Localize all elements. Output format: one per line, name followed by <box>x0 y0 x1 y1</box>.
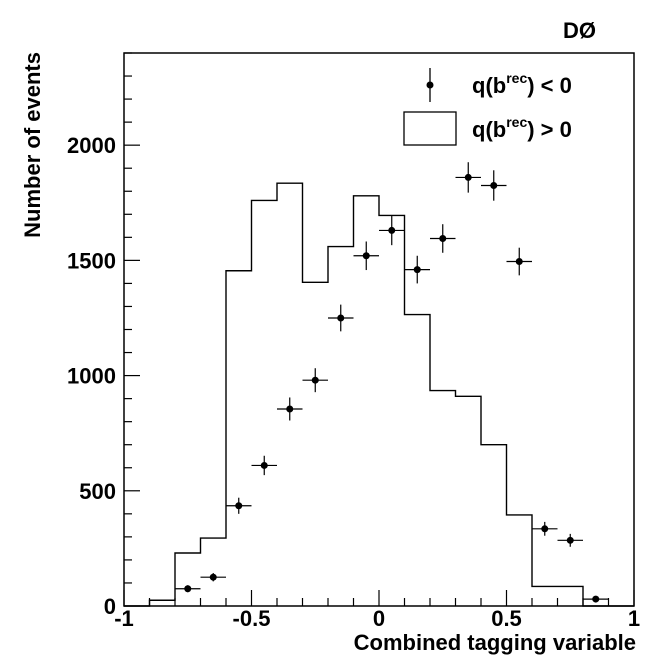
data-point-marker <box>541 525 549 533</box>
data-point-marker <box>260 461 268 469</box>
y-axis-title: Number of events <box>20 52 45 238</box>
x-tick-label: -1 <box>114 606 134 631</box>
data-point-marker <box>184 585 192 593</box>
data-point-marker <box>413 266 421 274</box>
data-point <box>277 397 303 421</box>
data-point <box>353 241 379 271</box>
data-point-marker <box>464 173 472 181</box>
data-point-marker <box>439 234 447 242</box>
legend-label-points: q(brec) < 0 <box>472 70 572 98</box>
data-point <box>226 497 252 514</box>
data-point <box>430 224 456 253</box>
y-tick-label: 2000 <box>67 133 116 158</box>
y-tick-label: 500 <box>79 479 116 504</box>
x-axis-title: Combined tagging variable <box>354 630 636 655</box>
x-tick-label: 1 <box>628 606 640 631</box>
data-point <box>328 304 354 332</box>
data-point-marker <box>311 376 319 384</box>
data-point <box>302 368 328 393</box>
data-point-marker <box>209 573 217 581</box>
data-point <box>583 595 609 603</box>
legend-histogram-swatch <box>403 111 457 146</box>
experiment-label: DØ <box>563 18 596 43</box>
data-point-marker <box>490 181 498 189</box>
y-tick-label: 1500 <box>67 248 116 273</box>
data-point-marker <box>515 258 523 266</box>
data-point <box>404 255 430 284</box>
data-point <box>506 247 532 276</box>
data-point-marker <box>235 502 243 510</box>
x-tick-label: -0.5 <box>233 606 271 631</box>
x-tick-label: 0.5 <box>491 606 522 631</box>
histogram-step-line <box>124 182 634 607</box>
data-point <box>251 455 277 476</box>
y-tick-label: 1000 <box>67 364 116 389</box>
legend-label-histogram: q(brec) > 0 <box>472 114 572 142</box>
data-point-marker <box>286 405 294 413</box>
data-point <box>455 162 481 193</box>
data-point <box>481 170 507 201</box>
data-point <box>175 585 201 593</box>
data-point-marker <box>362 252 370 260</box>
legend-point-marker <box>426 81 434 89</box>
x-tick-label: 0 <box>373 606 385 631</box>
data-point-marker <box>566 536 574 544</box>
data-point <box>200 573 226 582</box>
data-point-marker <box>388 226 396 234</box>
data-point <box>532 521 558 536</box>
y-tick-label: 0 <box>104 594 116 619</box>
data-point <box>379 215 405 246</box>
data-point <box>557 533 583 547</box>
data-point-marker <box>337 314 345 322</box>
data-point-marker <box>592 595 600 603</box>
legend: q(brec) < 0 q(brec) > 0 <box>403 68 572 146</box>
